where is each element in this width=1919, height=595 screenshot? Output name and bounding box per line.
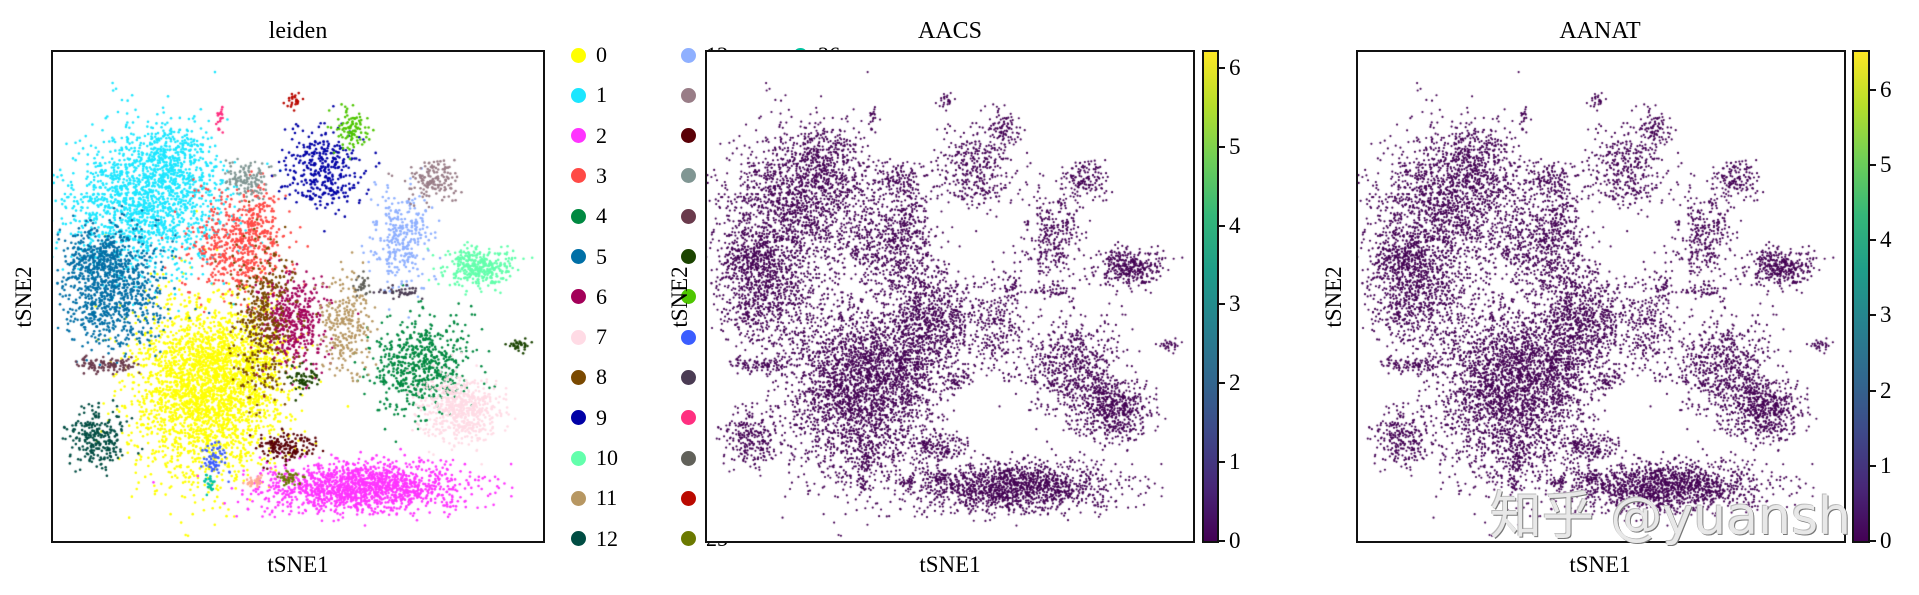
panel-leiden-axes [51,50,545,543]
colorbar-tick [1870,540,1876,542]
legend-marker [681,531,696,547]
legend-marker [571,329,586,345]
legend-marker [571,490,586,506]
legend-marker [681,47,696,63]
colorbar-tick-label: 6 [1880,76,1892,102]
panel-aanat-title: AANAT [1559,18,1641,44]
legend-marker [681,128,696,144]
colorbar-tick-label: 0 [1229,528,1241,553]
panel-leiden-title: leiden [268,18,328,44]
legend-item: 5 [571,242,607,272]
legend-marker [681,490,696,506]
colorbar-tick [1870,464,1876,467]
legend-label: 10 [596,445,618,470]
colorbar-tick [1219,382,1225,385]
legend-item: 1 [571,80,607,110]
colorbar-tick-label: 1 [1229,449,1241,475]
legend-label: 2 [596,122,607,148]
legend-marker [681,329,696,345]
legend-item: 11 [571,483,617,513]
legend-item: 8 [571,362,607,392]
colorbar-tick-label: 4 [1880,227,1892,253]
legend-marker [571,289,586,305]
legend-marker [571,410,586,426]
legend-marker [681,249,696,264]
colorbar-tick [1219,66,1225,69]
aanat-colorbar [1852,50,1870,543]
legend-label: 8 [596,364,607,390]
panel-aacs-ylabel: tSNE2 [667,266,692,328]
legend-label: 9 [596,404,607,430]
panel-aanat-ylabel: tSNE2 [1321,266,1346,328]
legend-marker [681,450,696,466]
legend-item: 10 [571,443,618,473]
legend-item: 3 [571,161,607,191]
colorbar-tick [1219,540,1225,542]
legend-item: 7 [571,322,607,352]
panel-aanat-xlabel: tSNE1 [1569,552,1631,577]
legend-label: 0 [596,42,607,67]
panel-aacs-xlabel: tSNE1 [919,552,981,577]
legend-marker [571,87,586,103]
legend-marker [571,531,586,547]
panel-aacs-axes [705,50,1195,543]
legend-marker [681,369,696,385]
colorbar-tick-label: 3 [1880,302,1892,328]
legend-marker [681,168,696,184]
colorbar-tick-label: 6 [1229,54,1241,80]
legend-label: 6 [596,283,607,309]
colorbar-tick [1870,88,1876,91]
colorbar-tick-label: 0 [1880,528,1892,553]
colorbar-tick-label: 5 [1229,133,1241,159]
legend-marker [571,168,586,184]
legend-item: 6 [571,282,607,312]
colorbar-tick-label: 3 [1229,291,1241,317]
legend-label: 7 [596,324,607,350]
legend-marker [571,450,586,466]
legend-item: 0 [571,40,607,70]
legend-label: 12 [596,525,618,551]
colorbar-tick [1870,389,1876,392]
legend-marker [681,87,696,103]
colorbar-tick-label: 2 [1229,370,1241,396]
legend-label: 11 [596,485,618,511]
colorbar-tick-label: 4 [1229,212,1241,238]
legend-item: 2 [571,121,607,151]
colorbar-tick-label: 1 [1880,452,1892,478]
aanat-scatter-points [1358,52,1844,541]
legend-marker [571,208,586,224]
legend-marker [571,128,586,144]
legend-marker [571,47,586,63]
legend-item: 4 [571,201,607,231]
legend-marker [571,369,586,385]
legend-label: 3 [596,162,607,188]
leiden-scatter-points [53,52,543,541]
legend-marker [571,249,586,264]
colorbar-tick [1219,145,1225,148]
aacs-scatter-points [707,52,1193,541]
colorbar-tick-label: 5 [1880,151,1892,177]
panel-leiden-ylabel: tSNE2 [11,266,36,328]
panel-leiden-xlabel: tSNE1 [267,552,329,577]
panel-aacs-title: AACS [917,18,983,44]
legend-label: 5 [596,243,607,269]
legend-item: 9 [571,403,607,433]
legend-item: 12 [571,524,618,554]
colorbar-tick [1219,303,1225,306]
legend-label: 4 [596,203,607,229]
panel-aanat-axes [1356,50,1846,543]
aacs-colorbar [1202,50,1219,543]
colorbar-tick [1219,461,1225,464]
colorbar-tick [1870,314,1876,317]
legend-marker [681,410,696,426]
colorbar-tick-label: 2 [1880,377,1892,403]
watermark: 知乎 @yuansh [1490,487,1852,547]
legend-marker [681,289,696,305]
colorbar-tick [1870,239,1876,242]
legend-marker [681,208,696,224]
colorbar-tick [1219,224,1225,227]
legend-label: 1 [596,82,607,108]
colorbar-tick [1870,163,1876,166]
